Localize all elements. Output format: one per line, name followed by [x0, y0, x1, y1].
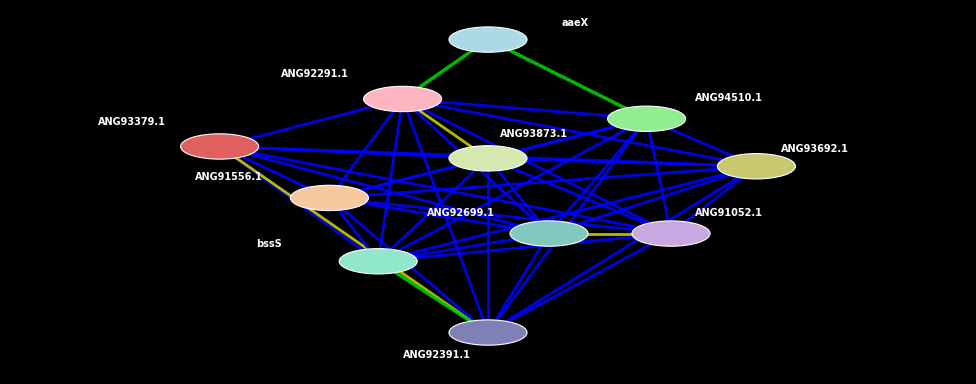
- Text: ANG93692.1: ANG93692.1: [781, 144, 849, 154]
- Text: ANG91556.1: ANG91556.1: [195, 172, 264, 182]
- Circle shape: [632, 221, 711, 246]
- Circle shape: [363, 86, 442, 112]
- Text: ANG92699.1: ANG92699.1: [427, 208, 495, 218]
- Text: ANG93379.1: ANG93379.1: [98, 117, 166, 127]
- Text: ANG92291.1: ANG92291.1: [281, 69, 348, 79]
- Circle shape: [509, 221, 588, 246]
- Circle shape: [181, 134, 259, 159]
- Text: ANG92391.1: ANG92391.1: [403, 350, 470, 360]
- Text: ANG93873.1: ANG93873.1: [501, 129, 568, 139]
- Circle shape: [449, 27, 527, 52]
- Circle shape: [290, 185, 369, 210]
- Text: ANG91052.1: ANG91052.1: [696, 208, 763, 218]
- Circle shape: [607, 106, 685, 131]
- Circle shape: [449, 146, 527, 171]
- Text: aaeX: aaeX: [561, 18, 589, 28]
- Text: bssS: bssS: [256, 239, 282, 249]
- Circle shape: [717, 154, 795, 179]
- Text: ANG94510.1: ANG94510.1: [696, 93, 763, 103]
- Circle shape: [449, 320, 527, 345]
- Circle shape: [340, 248, 418, 274]
